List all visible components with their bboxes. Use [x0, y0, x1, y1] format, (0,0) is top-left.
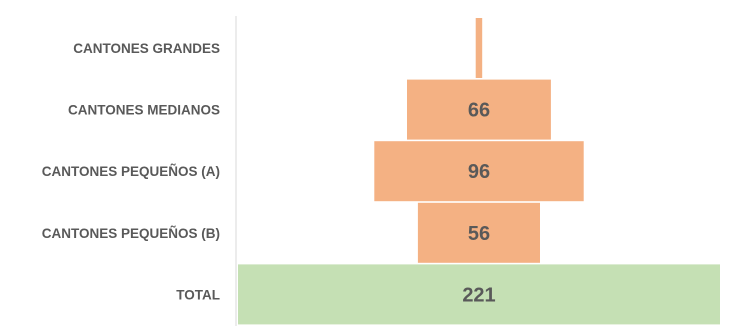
category-label-3: CANTONES PEQUEÑOS (B)	[42, 226, 220, 241]
category-label-1: CANTONES MEDIANOS	[68, 103, 220, 118]
value-label-1: 66	[468, 100, 490, 122]
bar-3	[417, 202, 540, 263]
bar-4	[238, 264, 720, 325]
value-label-2: 96	[468, 161, 490, 183]
category-labels-group: CANTONES GRANDES CANTONES MEDIANOS CANTONE…	[42, 41, 220, 302]
value-label-4: 221	[462, 284, 495, 306]
category-label-0: CANTONES GRANDES	[73, 41, 220, 56]
bar-1	[407, 79, 551, 140]
category-label-2: CANTONES PEQUEÑOS (A)	[42, 164, 220, 179]
value-label-3: 56	[468, 223, 490, 245]
bar-2	[374, 141, 584, 202]
bar-0	[475, 18, 483, 78]
category-label-4: TOTAL	[176, 287, 220, 302]
bars-group: 66 96 56 221	[238, 18, 720, 325]
